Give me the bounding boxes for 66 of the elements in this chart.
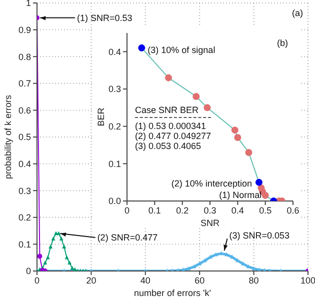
point [255,178,262,186]
y-axis-title: BER [96,107,106,126]
y-axis-title: probability of k errors [3,94,14,180]
annotation: (1) Normal [219,190,262,200]
point [62,244,66,248]
y-tick-label: 0.1 [18,239,31,250]
y-tick-label: 1 [26,0,31,8]
point [138,44,146,52]
y-tick-label: 0.2 [108,122,121,132]
point [262,192,269,199]
x-tick-label: 40 [140,275,150,286]
y-tick-label: 0.0 [108,196,121,206]
x-tick-label: 0.4 [231,205,244,216]
y-tick-label: 0.3 [18,186,31,196]
y-tick-label: 0.8 [18,52,31,62]
point [54,231,58,236]
x-tick-label: 0.1 [148,205,161,216]
point [186,266,191,270]
x-tick-label: 0.2 [176,205,189,216]
point [68,260,72,265]
annotation: (2) 10% interception [171,178,252,188]
text: (b) [277,38,288,48]
annotation: (3) SNR=0.053 [229,230,290,241]
annotation: (3) 0.053 0.4065 [135,141,202,152]
point [59,236,64,240]
x-axis-title: SNR [200,218,220,228]
annotation: Case SNR BER [135,105,212,118]
x-axis-title: number of errors 'k' [134,288,212,298]
x-tick-label: 0.5 [259,205,272,216]
point [219,251,224,256]
point [231,126,238,134]
point [56,231,61,236]
point [165,74,172,82]
y-tick-label: 0.4 [108,46,121,57]
x-tick-label: 60 [194,275,205,286]
annotation: (1) SNR=0.53 [77,12,132,23]
point [48,244,53,248]
x-tick-label: 20 [86,275,96,286]
y-tick-label: 0.6 [18,105,31,116]
annotation: (3) 10% of signal [148,45,216,56]
point [234,134,242,142]
x-tick-label: 0.3 [204,205,216,216]
y-tick-label: 0 [26,266,31,276]
point [70,266,74,270]
y-tick-label: 0.4 [18,158,31,169]
point [245,148,252,156]
y-tick-label: 0.1 [108,158,121,169]
x-tick-label: 0.6 [286,205,300,216]
y-tick-label: 0.2 [18,212,31,223]
y-tick-label: 0.5 [18,132,31,142]
x-tick-label: 100 [300,275,315,286]
point [72,267,77,271]
x-tick-label: 80 [248,275,259,286]
y-tick-label: 0.9 [18,24,31,35]
point [204,104,211,112]
annotation: (2) SNR=0.477 [97,232,158,243]
annotation: (a) [292,8,303,18]
point [192,92,200,100]
x-tick-label: 0 [124,205,130,216]
annotation: (1) 0.53 0.000341 [135,121,208,132]
point [37,254,42,259]
x-tick-label: 0 [34,275,40,286]
point [51,236,56,240]
y-tick-label: 0.7 [18,78,31,89]
annotation: (2) 0.477 0.049277 [135,131,212,142]
y-tick-label: 0.3 [108,84,121,94]
